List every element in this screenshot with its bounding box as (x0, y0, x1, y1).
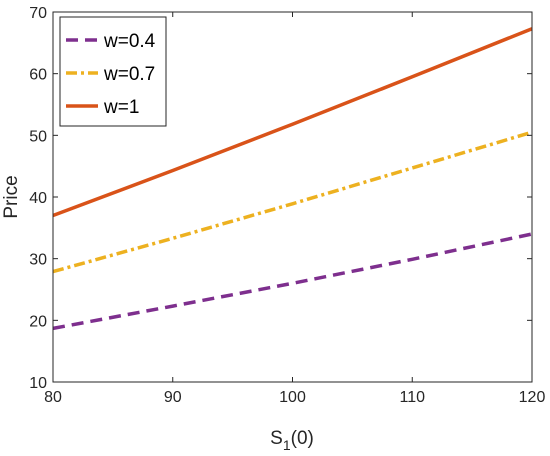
y-tick-label: 10 (29, 375, 47, 392)
y-tick-label: 50 (29, 128, 47, 145)
series-line-3 (52, 27, 533, 218)
legend: w=0.4 w=0.7 w=1 (59, 16, 167, 127)
series-line-2 (52, 130, 533, 274)
x-tick-label: 90 (164, 389, 182, 406)
x-axis-label: S1(0) (270, 428, 314, 453)
x-tick-label: 100 (279, 389, 306, 406)
y-tick-label: 60 (29, 67, 47, 84)
y-tick-label: 70 (29, 5, 47, 22)
x-axis-label-suffix: (0) (291, 428, 314, 449)
x-tick-label: 120 (519, 389, 546, 406)
x-tick-label: 80 (44, 389, 62, 406)
y-tick-label: 30 (29, 252, 47, 269)
y-tick-label: 40 (29, 190, 47, 207)
x-axis-label-subscript: 1 (283, 437, 291, 453)
y-tick-label: 20 (29, 313, 47, 330)
ticks-layer: 80 90 100 110 120 10 20 30 40 50 60 70 (29, 5, 545, 406)
legend-box (59, 16, 167, 127)
x-axis-label-main: S (270, 428, 283, 449)
series-line-1 (52, 232, 533, 331)
legend-label-1: w=0.4 (103, 31, 156, 52)
legend-label-2: w=0.7 (103, 64, 155, 85)
x-tick-label: 110 (399, 389, 425, 406)
series-layer (52, 27, 533, 331)
legend-label-3: w=1 (103, 97, 139, 118)
y-axis-label: Price (1, 175, 22, 218)
